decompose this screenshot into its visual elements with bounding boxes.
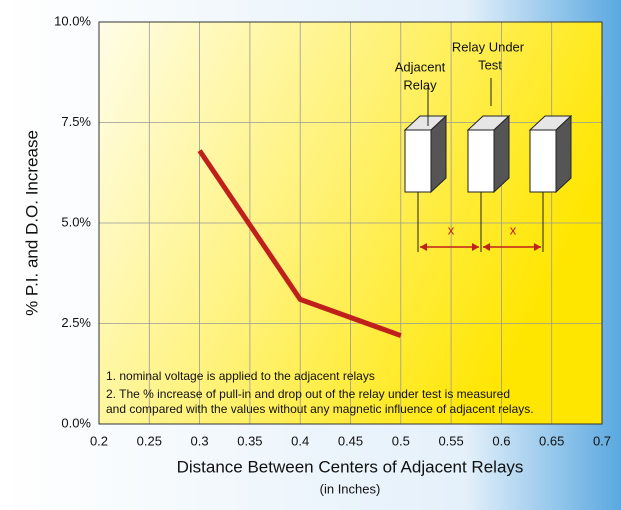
- x-tick-label: 0.2: [90, 433, 108, 448]
- x-tick-label: 0.45: [338, 433, 363, 448]
- x-tick-label: 0.65: [539, 433, 564, 448]
- plot-border: [98, 21, 603, 425]
- note: 2. The % increase of pull-in and drop ou…: [106, 387, 510, 401]
- x-axis-label: Distance Between Centers of Adjacent Rel…: [177, 457, 524, 476]
- y-tick-label: 0.0%: [61, 415, 91, 430]
- x-tick-label: 0.7: [593, 433, 611, 448]
- relay-box: [528, 114, 573, 194]
- x-tick-label: 0.6: [492, 433, 510, 448]
- diagram-label: Relay: [403, 77, 437, 92]
- diagram-label: Adjacent: [395, 59, 446, 74]
- y-tick-label: 10.0%: [54, 13, 91, 28]
- diagram-label: Test: [478, 57, 502, 72]
- x-tick-label: 0.25: [137, 433, 162, 448]
- y-tick-label: 7.5%: [61, 114, 91, 129]
- x-tick-label: 0.3: [191, 433, 209, 448]
- x-tick-label: 0.4: [291, 433, 309, 448]
- relay-box: [403, 114, 448, 194]
- data-line: [197, 149, 402, 338]
- x-tick-label: 0.5: [392, 433, 410, 448]
- note: 1. nominal voltage is applied to the adj…: [106, 369, 375, 383]
- relay-box: [466, 114, 511, 194]
- y-tick-label: 5.0%: [61, 214, 91, 229]
- x-tick-label: 0.35: [237, 433, 262, 448]
- diagram-label: x: [510, 222, 517, 237]
- note: and compared with the values without any…: [106, 402, 534, 416]
- y-tick-label: 2.5%: [61, 315, 91, 330]
- x-axis-sublabel: (in Inches): [320, 481, 381, 496]
- x-tick-label: 0.55: [438, 433, 463, 448]
- diagram-label: x: [448, 222, 455, 237]
- diagram-label: Relay Under: [452, 39, 525, 54]
- y-axis-label: % P.I. and D.O. Increase: [22, 130, 41, 316]
- relay-diagram: [403, 78, 573, 252]
